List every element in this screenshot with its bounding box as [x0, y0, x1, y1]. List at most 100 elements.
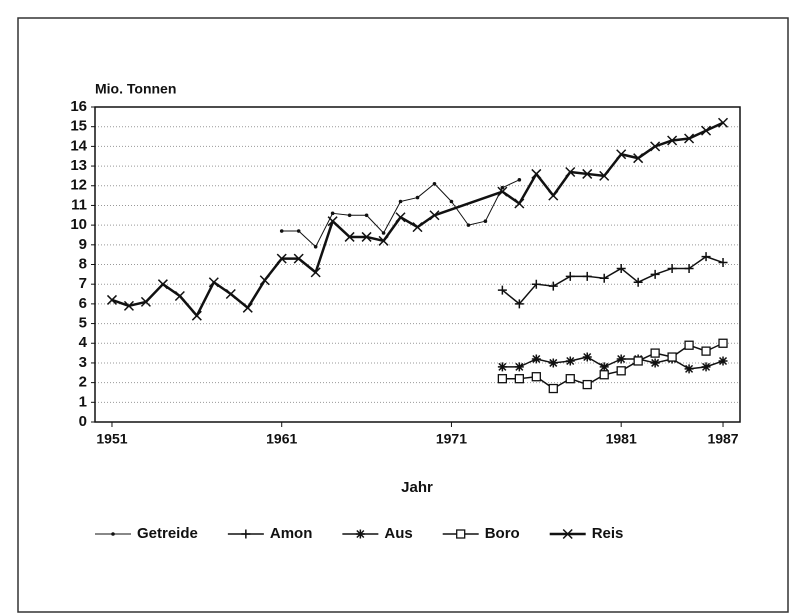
marker	[562, 528, 573, 540]
marker	[497, 285, 507, 295]
marker	[616, 366, 626, 376]
marker	[684, 133, 695, 144]
marker	[718, 338, 728, 348]
series-line	[111, 121, 724, 317]
legend-label: Reis	[592, 525, 624, 542]
series-line	[502, 342, 724, 390]
marker	[633, 153, 644, 164]
marker	[106, 294, 118, 305]
x-tick-label: 1987	[707, 431, 738, 447]
y-tick-label: 11	[71, 196, 87, 213]
marker	[565, 374, 575, 384]
y-tick-label: 14	[70, 137, 87, 154]
marker	[582, 271, 592, 281]
marker	[514, 198, 525, 209]
x-axis-label: Jahr	[401, 479, 433, 496]
marker	[565, 356, 575, 366]
marker	[650, 358, 660, 368]
marker	[497, 362, 507, 372]
marker	[157, 279, 168, 290]
marker	[650, 141, 661, 152]
marker	[548, 281, 558, 291]
marker	[140, 296, 151, 307]
marker	[456, 529, 466, 539]
marker	[667, 352, 677, 362]
marker	[347, 213, 352, 218]
marker	[310, 267, 321, 278]
frame	[17, 17, 789, 613]
legend-label: Boro	[485, 525, 520, 542]
marker	[514, 362, 524, 372]
marker	[701, 362, 711, 372]
marker	[684, 263, 694, 273]
y-tick-label: 10	[70, 216, 87, 233]
marker	[378, 235, 389, 246]
plot-area	[94, 106, 741, 423]
marker	[548, 358, 558, 368]
marker	[514, 374, 524, 384]
marker	[123, 300, 134, 311]
y-tick-label: 13	[70, 157, 87, 174]
marker	[684, 340, 694, 350]
y-tick-label: 1	[79, 393, 87, 410]
marker	[174, 290, 185, 302]
x-tick-label: 1971	[436, 431, 467, 447]
y-tick-label: 8	[79, 255, 87, 272]
marker	[531, 168, 542, 179]
legend-label: Amon	[270, 525, 313, 542]
marker	[330, 211, 335, 216]
marker	[327, 216, 338, 227]
marker	[633, 356, 643, 366]
legend-item: Amon	[227, 525, 313, 542]
legend-label: Aus	[384, 525, 412, 542]
marker	[718, 258, 728, 268]
marker	[517, 178, 522, 182]
marker	[667, 135, 678, 146]
marker	[225, 289, 236, 300]
marker	[208, 277, 219, 288]
marker	[514, 299, 524, 309]
marker	[582, 352, 592, 362]
marker	[497, 186, 508, 197]
marker	[531, 354, 541, 364]
marker	[599, 273, 609, 283]
marker	[718, 356, 728, 366]
y-tick-label: 9	[79, 236, 87, 253]
marker	[497, 374, 508, 384]
y-tick-label: 12	[70, 177, 87, 194]
marker	[565, 166, 576, 177]
marker	[500, 185, 505, 190]
marker	[701, 252, 711, 262]
marker	[398, 199, 403, 204]
marker	[111, 532, 115, 536]
y-tick-label: 4	[79, 334, 88, 351]
marker	[616, 149, 627, 160]
marker	[684, 364, 694, 374]
marker	[616, 354, 626, 364]
y-tick-label: 16	[70, 98, 87, 115]
series-line	[281, 179, 520, 248]
marker	[616, 263, 626, 273]
marker	[355, 529, 365, 539]
marker	[381, 231, 386, 235]
y-tick-label: 5	[79, 315, 87, 332]
marker	[565, 271, 575, 281]
legend-item: Getreide	[95, 525, 198, 542]
marker	[313, 244, 318, 249]
marker	[344, 231, 355, 242]
marker	[650, 269, 660, 279]
marker	[483, 219, 488, 223]
marker	[361, 231, 372, 242]
x-tick-label: 1951	[96, 431, 127, 447]
marker	[531, 372, 541, 382]
marker	[650, 348, 660, 358]
y-tick-label: 2	[79, 374, 87, 391]
marker	[429, 210, 440, 221]
marker	[701, 346, 711, 356]
y-tick-label: 6	[79, 295, 87, 312]
legend-item: Boro	[442, 525, 520, 542]
marker	[582, 379, 592, 390]
marker	[242, 302, 253, 313]
marker	[432, 181, 437, 186]
